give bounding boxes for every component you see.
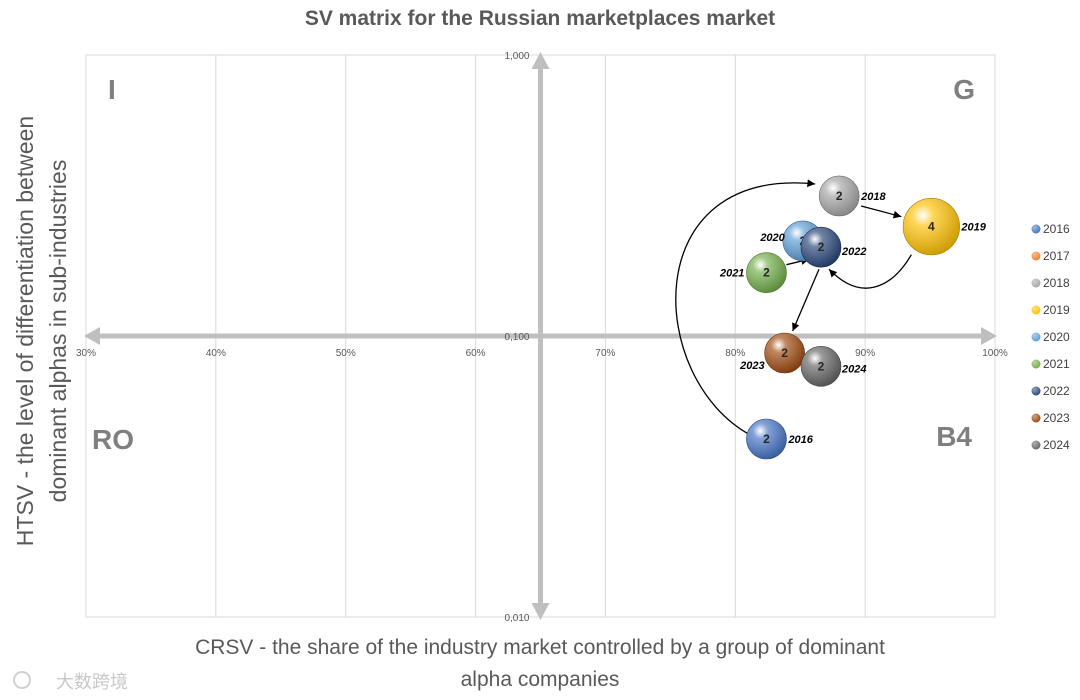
legend-label-2018: 2018 [1043,276,1070,290]
y-axis-arrow-up-icon [531,52,550,69]
trajectory-arrow [861,205,902,219]
bubble-size-label-2018: 2 [836,189,843,203]
x-axis-arrow-left-icon [84,327,100,345]
legend-label-2022: 2022 [1043,384,1070,398]
y-tick-label: 0,010 [504,613,529,624]
x-tick-label: 40% [206,348,226,359]
quadrant-label-top-left: I [108,74,116,105]
bubble-size-label-2021: 2 [763,266,770,280]
legend-marker-2021 [1031,359,1041,369]
bubble-size-label-2024: 2 [818,359,825,373]
quadrant-label-top-right: G [953,74,975,105]
legend-label-2017: 2017 [1043,249,1070,263]
x-tick-label: 50% [336,348,356,359]
legend-label-2016: 2016 [1043,222,1070,236]
point-label-2019: 2019 [960,222,986,234]
axes [84,52,997,620]
x-tick-label: 80% [725,348,745,359]
legend-marker-2023 [1031,413,1041,423]
quadrant-label-bottom-right: B4 [936,421,972,452]
legend-marker-2018 [1031,278,1041,288]
y-axis-label-line-1: HTSV - the level of differentiation betw… [12,116,38,546]
y-axis-label-line-2: dominant alphas in sub-industries [45,160,71,503]
y-tick-label: 0,100 [504,332,529,343]
legend-label-2021: 2021 [1043,357,1070,371]
legend-label-2019: 2019 [1043,303,1070,317]
bubble-size-label-2023: 2 [781,346,788,360]
trajectory-arrow [828,254,912,289]
bubble-2016 [746,418,787,460]
point-label-2022: 2022 [841,246,866,258]
bubbles: 2201622018420192202122020220222202322024 [719,175,987,460]
point-label-2016: 2016 [787,434,813,446]
legend-label-2024: 2024 [1043,438,1070,452]
point-label-2018: 2018 [860,191,886,203]
x-tick-label: 60% [466,348,486,359]
quadrant-label-bottom-left: RO [92,424,134,455]
legend-label-2023: 2023 [1043,411,1070,425]
x-axis-label-line-1: CRSV - the share of the industry market … [195,636,885,659]
bubble-2019 [902,198,960,256]
point-label-2020: 2020 [759,232,785,244]
point-label-2021: 2021 [719,268,744,280]
x-tick-label: 30% [76,348,96,359]
legend-marker-2019 [1031,305,1041,315]
trajectory-arrow [675,179,816,436]
watermark-logo-icon [13,671,31,689]
watermark: 大数跨境 [13,671,128,693]
y-tick-label: 1,000 [504,51,529,62]
legend: 2016 2017 2018 2019 2020 2021 2022 2023 2024 [1031,222,1070,452]
point-label-2024: 2024 [841,363,866,375]
x-tick-label: 100% [982,348,1008,359]
bubble-2018 [818,175,860,217]
x-axis-label-line-2: alpha companies [461,668,620,691]
chart-title: SV matrix for the Russian marketplaces m… [305,7,775,30]
legend-label-2020: 2020 [1043,330,1070,344]
bubble-size-label-2016: 2 [763,432,770,446]
legend-marker-2020 [1031,332,1041,342]
bubble-2021 [746,252,787,293]
x-axis-arrow-right-icon [981,327,997,345]
trajectory-arrows [675,179,912,436]
watermark-text: 大数跨境 [56,672,128,693]
legend-marker-2017 [1031,251,1041,261]
bubble-size-label-2022: 2 [818,240,825,254]
bubble-2022 [800,226,842,268]
legend-marker-2024 [1031,440,1041,450]
legend-marker-2016 [1031,224,1041,234]
bubble-2023 [764,332,805,374]
x-tick-label: 70% [595,348,615,359]
bubble-2024 [800,346,842,387]
legend-marker-2022 [1031,386,1041,396]
x-tick-label: 90% [855,348,875,359]
y-axis-arrow-down-icon [531,603,550,620]
trajectory-arrow [792,268,820,332]
x-tick-labels: 30% 40% 50% 60% 70% 80% 90% 100% [76,348,1008,359]
y-tick-labels: 1,000 0,100 0,010 [504,51,529,624]
bubble-size-label-2019: 4 [928,220,935,234]
point-label-2023: 2023 [739,360,764,372]
